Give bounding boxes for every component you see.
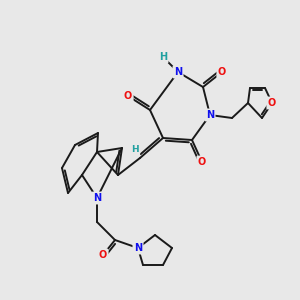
Text: H: H xyxy=(159,52,167,62)
Text: N: N xyxy=(134,243,142,253)
Text: O: O xyxy=(124,91,132,101)
Text: O: O xyxy=(99,250,107,260)
Text: O: O xyxy=(218,67,226,77)
Text: N: N xyxy=(174,67,182,77)
Text: O: O xyxy=(268,98,276,108)
Text: N: N xyxy=(206,110,214,120)
Text: H: H xyxy=(131,146,139,154)
Text: O: O xyxy=(198,157,206,167)
Text: N: N xyxy=(93,193,101,203)
